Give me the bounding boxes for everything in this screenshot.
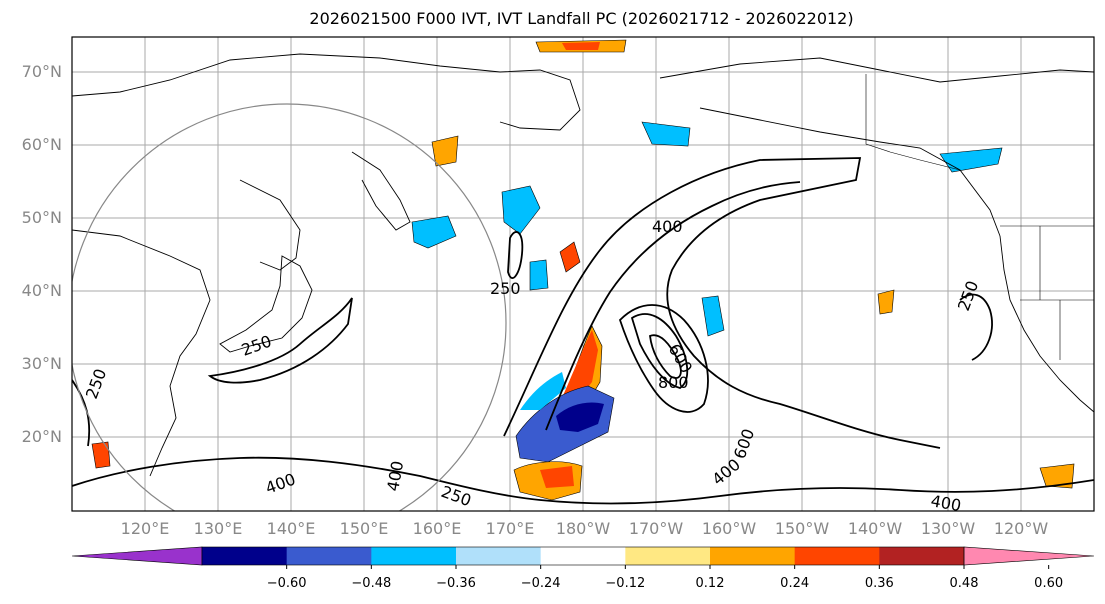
colorbar-frame [201, 546, 965, 566]
colorbar-tick-label: 0.36 [864, 576, 894, 591]
positive-anomaly-nw [91, 441, 111, 469]
coastline-alaska-south [699, 107, 1001, 237]
shaded-regions [91, 39, 1075, 501]
longitude-label: 150°E [339, 519, 389, 538]
longitude-label: 120°W [993, 519, 1049, 538]
longitude-label: 160°E [412, 519, 462, 538]
colorbar-tick-label: 0.60 [1034, 576, 1064, 591]
latitude-label: 50°N [21, 208, 62, 227]
contour-250-west [207, 297, 353, 384]
colorbar-tick-label: −0.36 [436, 576, 476, 591]
colorbar-tick-label: −0.48 [351, 576, 392, 591]
negative-anomaly-bering [411, 215, 457, 249]
coastline-kamchatka [351, 151, 411, 231]
map-frame [71, 36, 1095, 512]
contour-600 [630, 313, 689, 389]
longitude-label: 120°E [120, 519, 170, 538]
latitude-label: 20°N [21, 427, 62, 446]
colorbar-segment [540, 547, 626, 565]
coastline-na-north [659, 57, 1094, 83]
colorbar-extend-high [963, 546, 1095, 566]
latitude-label: 40°N [21, 281, 62, 300]
coastlines [72, 53, 1094, 477]
positive-anomaly-core [560, 330, 598, 408]
contour-label: 400 [652, 217, 683, 236]
longitude-label: 140°E [266, 519, 316, 538]
coastline-japan [219, 255, 313, 353]
negative-anomaly-mid [529, 259, 549, 291]
longitude-label: 170°E [485, 519, 535, 538]
positive-anomaly-east [877, 289, 895, 315]
positive-anomaly-mid [559, 241, 581, 273]
colorbar-segment [879, 547, 965, 565]
colorbar-tick-label: −0.60 [266, 576, 307, 591]
colorbar-tick-label: 0.12 [695, 576, 725, 591]
coastline-okhotsk [239, 179, 301, 271]
contour-250-north [503, 157, 941, 449]
negative-anomaly-sib [641, 121, 691, 147]
negative-anomaly-alaska [501, 185, 541, 235]
border-alaska-canada [865, 74, 961, 171]
colorbar-segment [456, 547, 542, 565]
longitude-label: 180°W [555, 519, 611, 538]
negative-anomaly-canada [939, 147, 1003, 173]
colorbar-tick-label: 0.48 [949, 576, 979, 591]
colorbar-segment [625, 547, 711, 565]
contour-label: 400 [929, 491, 962, 515]
contour-label: 800 [658, 373, 689, 392]
negative-anomaly-halo [520, 372, 566, 410]
contour-250-bering [507, 231, 524, 279]
colorbar-segment [710, 547, 796, 565]
border-us-states [1020, 226, 1094, 360]
negative-anomaly-core [556, 402, 604, 432]
landfall-region-circle [72, 103, 507, 511]
coastline-korea-china [72, 229, 211, 477]
ivt-contours [72, 157, 1094, 505]
map-title: 2026021500 F000 IVT, IVT Landfall PC (20… [309, 9, 854, 28]
longitude-label: 160°W [701, 519, 757, 538]
contour-800 [649, 334, 682, 379]
contour-400-inner [618, 304, 709, 413]
positive-anomaly-se [1039, 463, 1075, 489]
colorbar-segment [202, 547, 288, 565]
coastline-west-coast [999, 235, 1094, 413]
colorbar-tick-label: −0.12 [605, 576, 646, 591]
colorbar-extend-low [71, 546, 203, 566]
latitude-label: 30°N [21, 354, 62, 373]
colorbar-tick-label: −0.24 [520, 576, 561, 591]
contour-250-south [72, 456, 1094, 505]
longitude-label: 140°W [847, 519, 903, 538]
colorbar-segment [286, 547, 372, 565]
colorbar-segment [794, 547, 880, 565]
latitude-label: 70°N [21, 62, 62, 81]
colorbar [71, 546, 1095, 569]
negative-anomaly-pac [701, 295, 725, 337]
longitude-label: 170°W [628, 519, 684, 538]
positive-anomaly-south-core [540, 466, 574, 488]
longitude-label: 150°W [774, 519, 830, 538]
borders [865, 74, 1094, 360]
longitude-label: 130°W [920, 519, 976, 538]
contour-400 [545, 181, 801, 431]
latitude-label: 60°N [21, 135, 62, 154]
contour-label: 250 [490, 279, 521, 298]
positive-anomaly-n [431, 135, 459, 167]
colorbar-tick-label: 0.24 [780, 576, 810, 591]
coastline-asia [72, 53, 581, 131]
positive-anomaly-arctic-core [562, 42, 600, 50]
longitude-label: 130°E [193, 519, 243, 538]
colorbar-segment [371, 547, 457, 565]
contour-250-east [959, 293, 993, 361]
